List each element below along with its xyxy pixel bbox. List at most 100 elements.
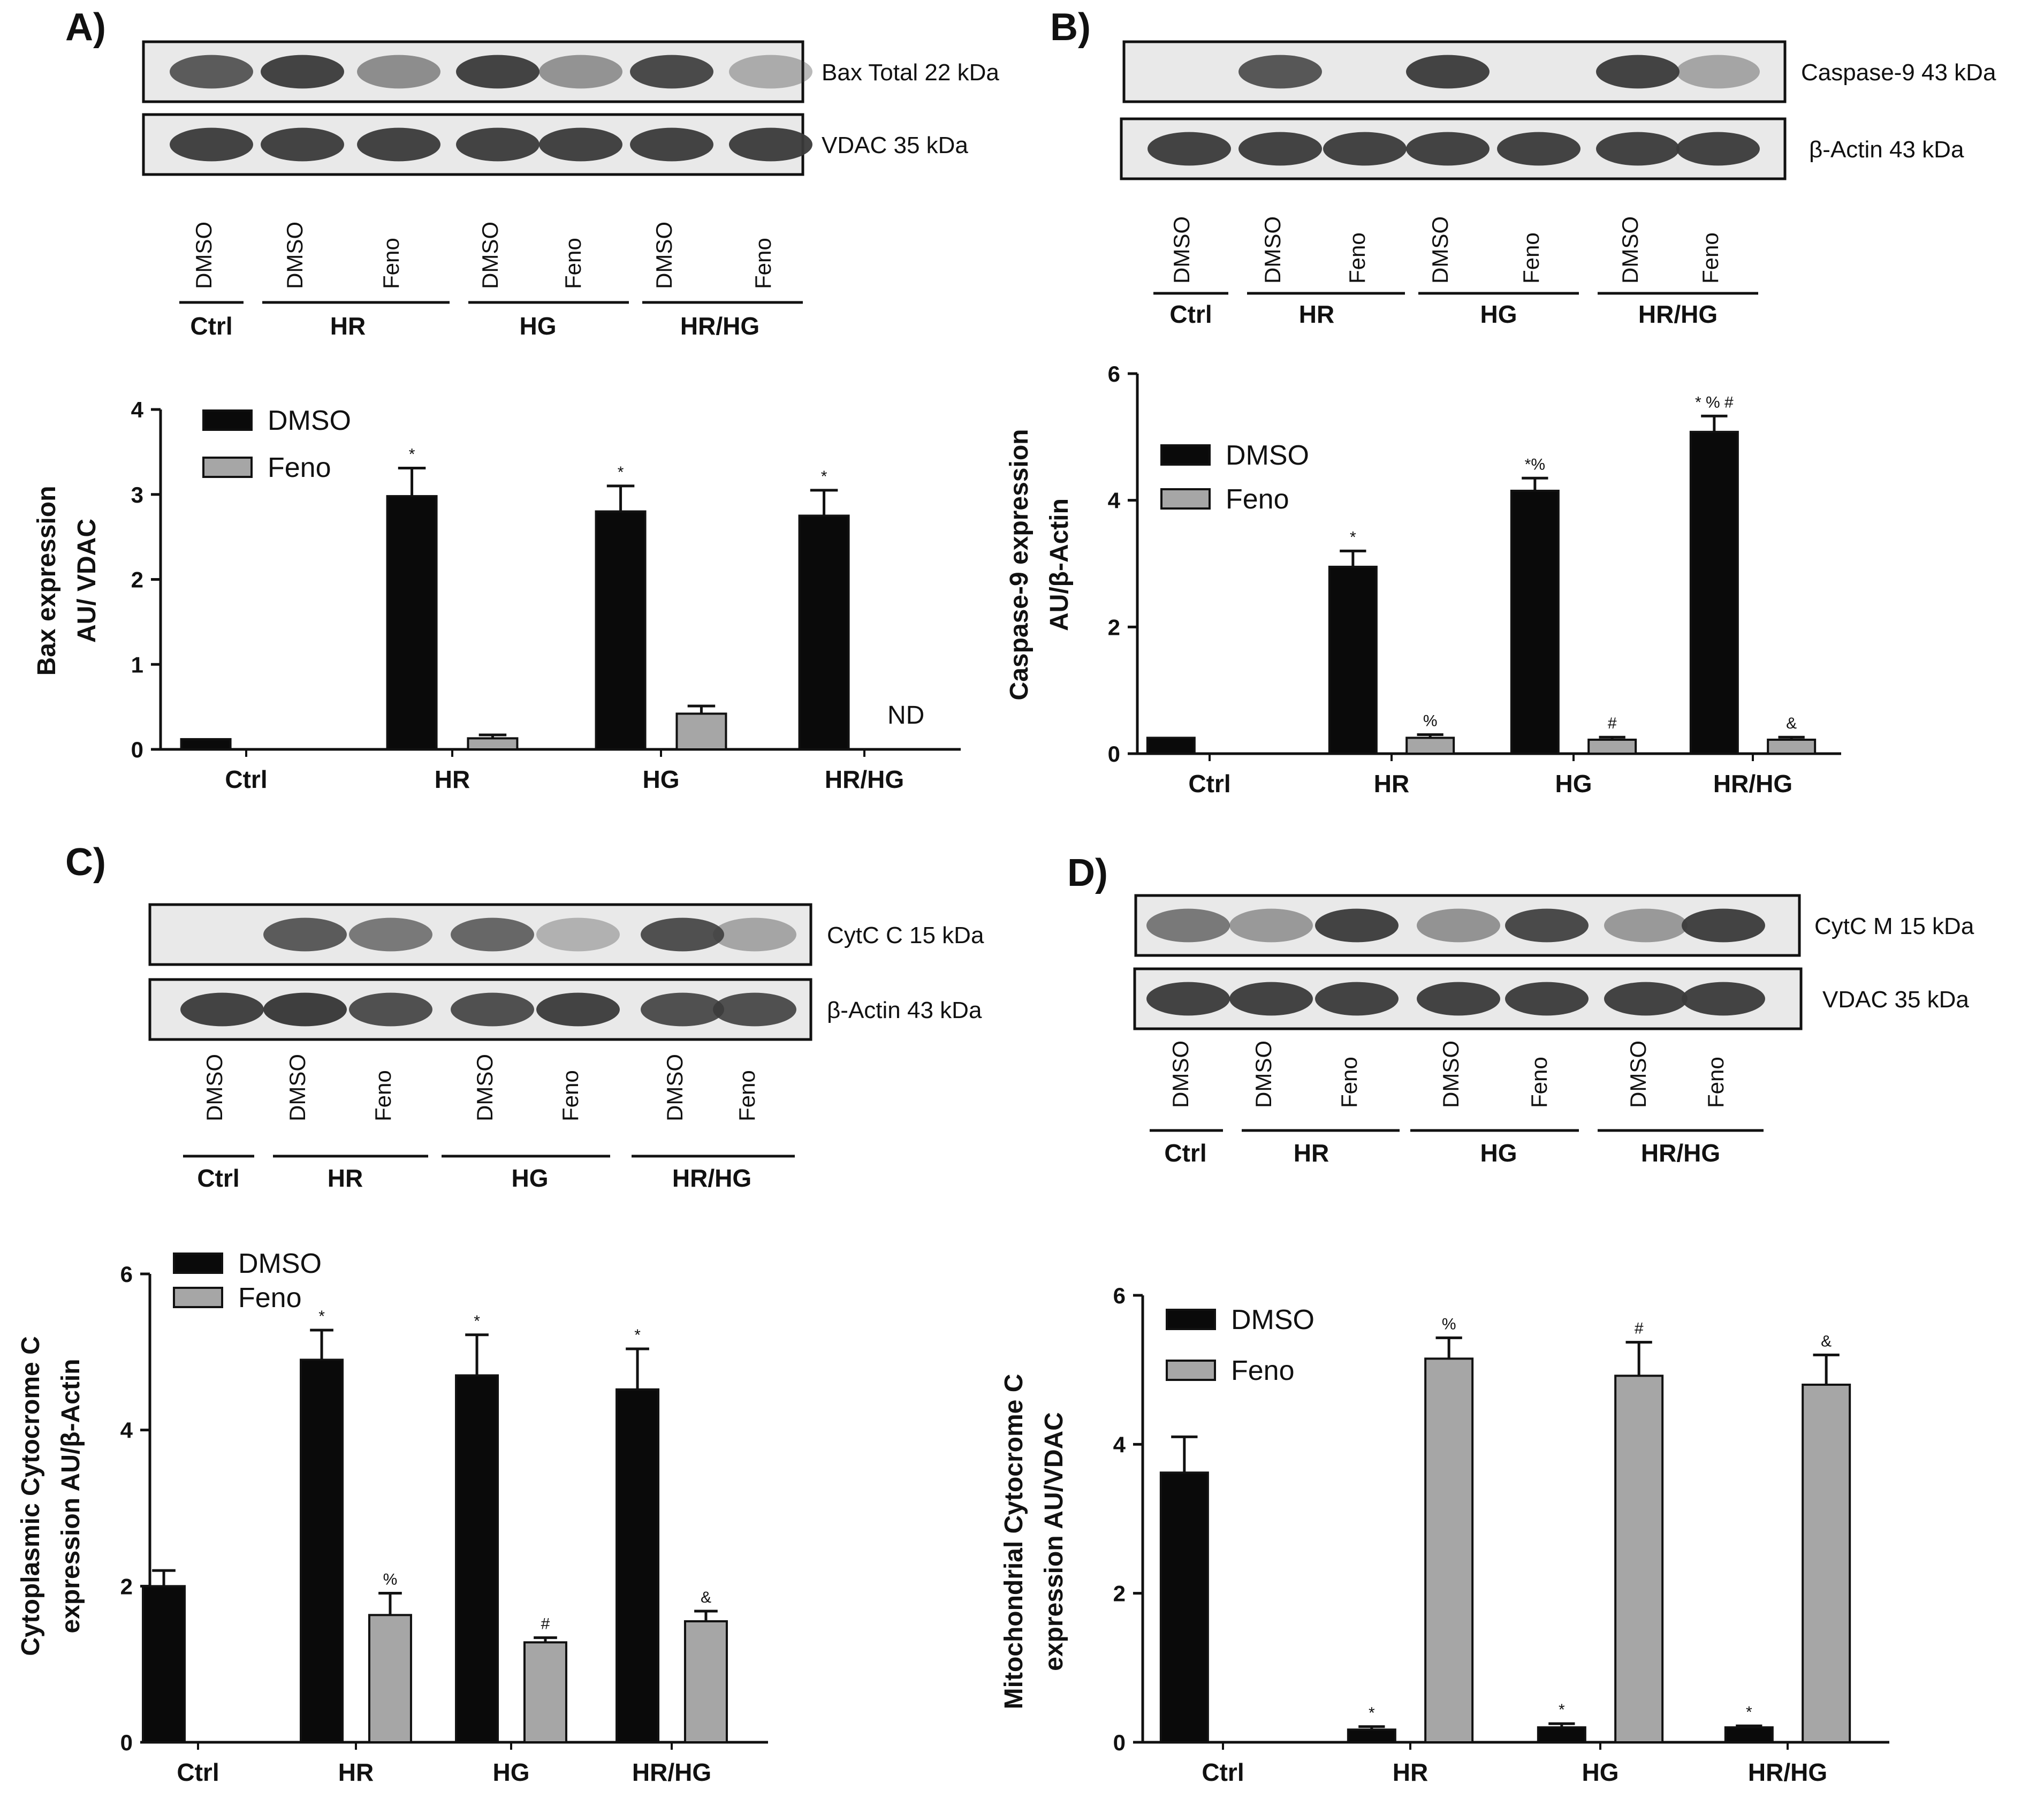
protein-label: CytC M 15 kDa bbox=[1814, 913, 1974, 939]
blot-band bbox=[349, 992, 432, 1027]
y-tick-label: 4 bbox=[1108, 488, 1121, 513]
significance-mark: & bbox=[701, 1589, 711, 1606]
significance-mark: * % # bbox=[1695, 393, 1734, 411]
western-blot-loading-control: VDAC 35 kDa bbox=[142, 113, 968, 176]
x-tick-label: Ctrl bbox=[1188, 770, 1230, 798]
y-axis-label: expression AU/VDAC bbox=[1040, 1412, 1068, 1671]
group-label: HR/HG bbox=[680, 312, 759, 340]
lane-label: Feno bbox=[734, 1070, 759, 1121]
lane-label: DMSO bbox=[282, 222, 307, 289]
significance-mark: *% bbox=[1525, 456, 1545, 473]
bar-feno bbox=[1424, 1357, 1474, 1744]
blot-band bbox=[1148, 132, 1231, 166]
blot-band bbox=[729, 55, 812, 89]
blot-band bbox=[1406, 55, 1490, 89]
legend-label-feno: Feno bbox=[238, 1282, 302, 1314]
legend-label-feno: Feno bbox=[268, 452, 331, 483]
legend: DMSO Feno bbox=[202, 405, 351, 483]
y-axis-label: Mitochondrial Cytocrome C bbox=[1000, 1374, 1028, 1710]
bar-dmso bbox=[1537, 1726, 1586, 1744]
blot-band bbox=[1146, 908, 1230, 943]
lane-label: Feno bbox=[1344, 232, 1370, 284]
blot-band bbox=[1406, 132, 1490, 166]
legend-swatch-dmso bbox=[173, 1253, 223, 1274]
y-tick-label: 4 bbox=[131, 397, 144, 422]
x-tick-label: Ctrl bbox=[1202, 1758, 1244, 1786]
bar-chart: 0 2 4 6 Ctrl HR HG HR/HG Mitochondrial Cytocrome… bbox=[1000, 1283, 1889, 1786]
lane-label: DMSO bbox=[472, 1054, 497, 1121]
blot-band bbox=[1229, 908, 1313, 943]
blot-band bbox=[641, 992, 724, 1027]
blot-band bbox=[1596, 132, 1680, 166]
group-label: HR/HG bbox=[672, 1164, 751, 1192]
significance-mark: % bbox=[1423, 712, 1438, 730]
significance-mark: # bbox=[1608, 715, 1617, 732]
lane-label: Feno bbox=[378, 238, 404, 289]
blot-band bbox=[1604, 908, 1688, 943]
panel-label: B) bbox=[1050, 6, 1091, 49]
y-tick-label: 0 bbox=[1108, 741, 1120, 766]
x-tick-label: HG bbox=[1555, 770, 1592, 798]
y-axis-label: Cytoplasmic Cytocrome C bbox=[17, 1336, 45, 1656]
panel-b: B) Caspase-9 43 kDa β-Actin 43 kDa DMSO DMSO… bbox=[1005, 6, 1996, 798]
protein-label: Caspase-9 43 kDa bbox=[1801, 59, 1996, 86]
significance-mark: * bbox=[1350, 528, 1356, 546]
bar-feno bbox=[683, 1620, 728, 1743]
blot-band bbox=[263, 992, 347, 1027]
y-tick-label: 2 bbox=[1108, 614, 1120, 640]
panel-label: C) bbox=[65, 841, 106, 884]
western-blot-target: Caspase-9 43 kDa bbox=[1122, 40, 1996, 103]
legend-swatch-feno bbox=[202, 457, 253, 478]
lane-label: DMSO bbox=[662, 1054, 687, 1121]
significance-mark: * bbox=[1369, 1704, 1375, 1722]
bar-dmso bbox=[300, 1358, 344, 1744]
significance-mark: # bbox=[541, 1615, 550, 1633]
lane-label: DMSO bbox=[1260, 216, 1285, 284]
significance-mark: # bbox=[1635, 1320, 1644, 1338]
legend-swatch-feno bbox=[173, 1287, 223, 1308]
y-axis-label: AU/β-Actin bbox=[1045, 498, 1074, 631]
x-tick-label: HR/HG bbox=[1748, 1758, 1827, 1786]
legend-label-dmso: DMSO bbox=[268, 405, 351, 436]
legend-swatch-dmso bbox=[1166, 1309, 1216, 1330]
group-label: Ctrl bbox=[197, 1164, 239, 1192]
lane-label: Feno bbox=[1526, 1057, 1552, 1108]
x-tick-label: HR/HG bbox=[825, 765, 904, 793]
lane-label: Feno bbox=[558, 1070, 583, 1121]
western-blot-loading-control: β-Actin 43 kDa bbox=[1120, 117, 1964, 180]
bar-feno bbox=[1767, 738, 1817, 755]
blot-band bbox=[170, 127, 253, 162]
lane-label: Feno bbox=[560, 238, 586, 289]
group-label: HR bbox=[1299, 300, 1334, 328]
legend-label-dmso: DMSO bbox=[1226, 440, 1309, 471]
bar-dmso bbox=[1724, 1726, 1774, 1744]
lane-label: DMSO bbox=[1427, 216, 1453, 284]
western-blot-loading-control: VDAC 35 kDa bbox=[1133, 967, 1969, 1030]
x-tick-label: HG bbox=[493, 1758, 530, 1786]
blot-band bbox=[1417, 908, 1500, 943]
group-label: HG bbox=[512, 1164, 549, 1192]
bar-feno bbox=[1587, 738, 1637, 755]
blot-band bbox=[713, 992, 796, 1027]
y-tick-label: 2 bbox=[120, 1574, 133, 1599]
y-tick-label: 6 bbox=[120, 1262, 133, 1287]
y-tick-label: 2 bbox=[131, 567, 143, 593]
x-tick-label: HG bbox=[1582, 1758, 1619, 1786]
blot-band bbox=[1596, 55, 1680, 89]
blot-band bbox=[261, 55, 344, 89]
bar-feno bbox=[523, 1641, 567, 1743]
legend-label-dmso: DMSO bbox=[1231, 1304, 1314, 1335]
significance-mark: * bbox=[409, 446, 415, 464]
group-label: HG bbox=[520, 312, 557, 340]
legend-label-dmso: DMSO bbox=[238, 1248, 322, 1279]
group-label: Ctrl bbox=[190, 312, 232, 340]
y-axis-label: Caspase-9 expression bbox=[1005, 429, 1034, 701]
significance-mark: * bbox=[1559, 1701, 1565, 1719]
significance-mark: * bbox=[318, 1308, 325, 1325]
blot-band bbox=[451, 917, 534, 952]
blot-band bbox=[1497, 132, 1581, 166]
group-label: HG bbox=[1480, 1139, 1517, 1167]
blot-band bbox=[539, 55, 622, 89]
lane-label: DMSO bbox=[1168, 1041, 1193, 1108]
